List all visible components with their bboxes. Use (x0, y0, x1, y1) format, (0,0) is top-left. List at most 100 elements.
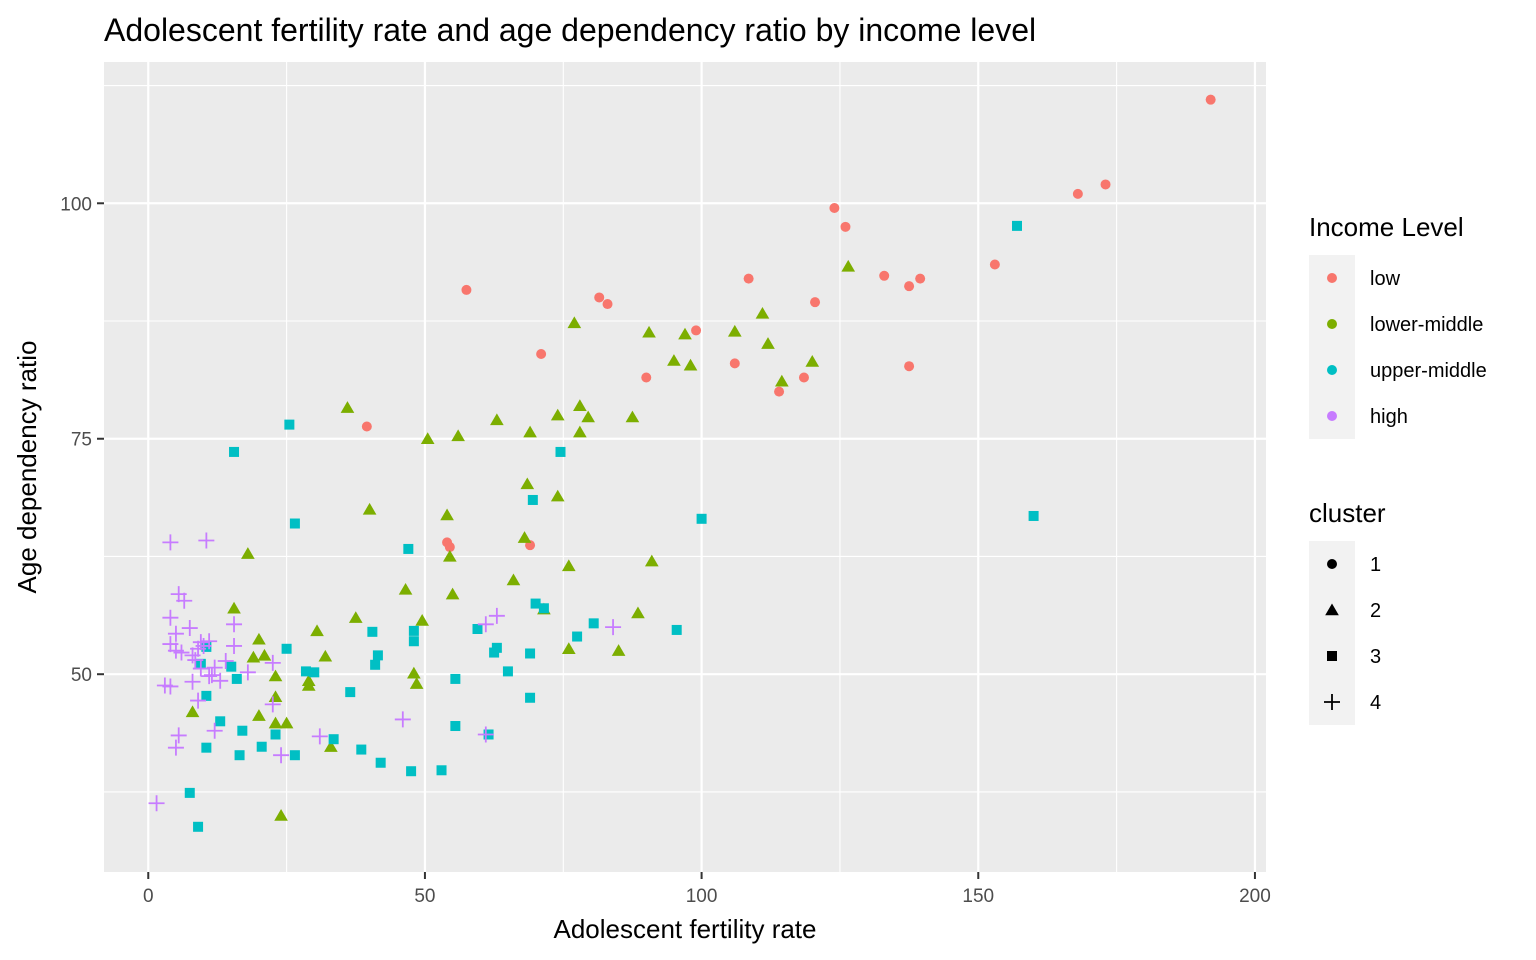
data-point-upper-middle-cluster-3 (530, 598, 541, 609)
data-point-high-cluster-4 (198, 532, 215, 549)
data-point-lower-middle-cluster-2 (567, 316, 582, 329)
data-point-upper-middle-cluster-3 (300, 666, 311, 677)
data-point-lower-middle-cluster-2 (274, 808, 288, 821)
data-point-lower-middle-cluster-2 (252, 709, 266, 721)
data-point-lower-middle-cluster-2 (625, 410, 640, 423)
legend-label-cluster-4: 4 (1370, 692, 1381, 714)
x-tick-label: 50 (414, 886, 435, 907)
data-point-high-cluster-4 (203, 667, 220, 684)
legend-label-cluster-1: 1 (1370, 554, 1381, 576)
data-point-low-cluster-1 (798, 372, 809, 383)
data-point-lower-middle-cluster-2 (667, 354, 681, 366)
data-point-lower-middle-cluster-2 (841, 259, 856, 272)
data-point-lower-middle-cluster-2 (241, 547, 255, 559)
data-point-upper-middle-cluster-3 (525, 648, 536, 659)
data-point-lower-middle-cluster-2 (573, 399, 587, 411)
data-point-high-cluster-4 (605, 619, 622, 636)
data-point-lower-middle-cluster-2 (550, 489, 565, 502)
legend-label-cluster-3: 3 (1370, 646, 1381, 668)
data-point-lower-middle-cluster-2 (445, 587, 460, 600)
data-point-lower-middle-cluster-2 (506, 573, 521, 586)
data-point-high-cluster-4 (201, 668, 218, 685)
data-point-lower-middle-cluster-2 (415, 614, 429, 626)
data-point-upper-middle-cluster-3 (356, 744, 367, 755)
data-point-upper-middle-cluster-3 (201, 641, 212, 652)
y-tick-label: 50 (71, 665, 92, 686)
data-point-high-cluster-4 (264, 696, 281, 713)
data-point-upper-middle-cluster-3 (328, 734, 339, 745)
axis-ticks (97, 202, 1256, 879)
data-point-lower-middle-cluster-2 (678, 327, 692, 340)
data-point-upper-middle-cluster-3 (345, 687, 356, 698)
data-point-upper-middle-cluster-3 (372, 650, 383, 661)
data-point-upper-middle-cluster-3 (538, 603, 549, 614)
legend-key-cluster-3 (1327, 651, 1337, 661)
data-point-lower-middle-cluster-2 (257, 648, 272, 661)
data-point-high-cluster-4 (226, 616, 243, 633)
data-point-lower-middle-cluster-2 (490, 413, 504, 426)
data-point-lower-middle-cluster-2 (644, 554, 659, 567)
data-point-high-cluster-4 (226, 637, 243, 654)
data-point-upper-middle-cluster-3 (406, 766, 417, 777)
data-point-low-cluster-1 (1100, 179, 1111, 190)
legend-key-low (1327, 273, 1337, 283)
data-point-upper-middle-cluster-3 (489, 647, 500, 658)
data-point-low-cluster-1 (594, 292, 605, 303)
data-point-low-cluster-1 (829, 202, 840, 213)
minor-gridlines (104, 62, 1266, 872)
data-point-high-cluster-4 (176, 592, 193, 609)
data-point-lower-middle-cluster-2 (581, 410, 595, 423)
data-point-upper-middle-cluster-3 (281, 643, 292, 654)
income-legend-keys (1327, 273, 1337, 421)
data-point-upper-middle-cluster-3 (231, 673, 242, 684)
data-point-upper-middle-cluster-3 (525, 692, 536, 703)
cluster-legend-keys (1324, 559, 1340, 710)
data-point-lower-middle-cluster-2 (550, 408, 565, 421)
data-point-high-cluster-4 (162, 609, 179, 626)
data-point-lower-middle-cluster-2 (398, 582, 413, 595)
tick-labels: 0 50 100 150 200 50 75 100 (60, 194, 1270, 907)
data-point-lower-middle-cluster-2 (252, 632, 266, 645)
y-tick-label: 100 (60, 194, 92, 215)
data-point-low-cluster-1 (810, 297, 821, 308)
data-point-low-cluster-1 (989, 259, 1000, 270)
data-point-high-cluster-4 (264, 654, 281, 671)
data-point-high-cluster-4 (148, 795, 165, 812)
data-point-upper-middle-cluster-3 (671, 624, 682, 635)
data-point-upper-middle-cluster-3 (555, 446, 566, 457)
data-point-upper-middle-cluster-3 (527, 494, 538, 505)
data-point-lower-middle-cluster-2 (761, 337, 775, 349)
data-point-lower-middle-cluster-2 (755, 306, 770, 319)
data-point-low-cluster-1 (729, 358, 740, 369)
x-tick-label: 100 (686, 886, 718, 907)
data-point-upper-middle-cluster-3 (184, 787, 195, 798)
data-point-lower-middle-cluster-2 (246, 650, 261, 663)
data-point-lower-middle-cluster-2 (517, 531, 532, 543)
data-point-lower-middle-cluster-2 (561, 559, 576, 572)
data-point-low-cluster-1 (904, 361, 915, 372)
data-point-upper-middle-cluster-3 (572, 631, 583, 642)
data-point-upper-middle-cluster-3 (450, 673, 461, 684)
data-point-upper-middle-cluster-3 (436, 765, 447, 776)
data-point-low-cluster-1 (361, 421, 372, 432)
data-point-upper-middle-cluster-3 (226, 661, 237, 672)
major-gridlines (104, 62, 1266, 872)
data-point-lower-middle-cluster-2 (451, 429, 465, 442)
data-point-high-cluster-4 (477, 616, 494, 633)
data-point-low-cluster-1 (743, 273, 754, 284)
data-point-lower-middle-cluster-2 (268, 669, 283, 682)
data-point-low-cluster-1 (1072, 188, 1083, 199)
data-point-high-cluster-4 (311, 728, 328, 745)
data-point-high-cluster-4 (184, 673, 201, 690)
data-point-high-cluster-4 (167, 642, 184, 659)
data-point-lower-middle-cluster-2 (443, 549, 457, 562)
legend-key-lower-middle (1327, 319, 1337, 329)
data-point-upper-middle-cluster-3 (696, 513, 707, 524)
plot-panel (104, 62, 1266, 872)
data-point-lower-middle-cluster-2 (185, 705, 200, 718)
data-point-upper-middle-cluster-3 (289, 518, 300, 529)
data-point-low-cluster-1 (691, 325, 702, 336)
legend-label-cluster-2: 2 (1370, 600, 1381, 622)
y-axis-title: Age dependency ratio (12, 341, 42, 594)
